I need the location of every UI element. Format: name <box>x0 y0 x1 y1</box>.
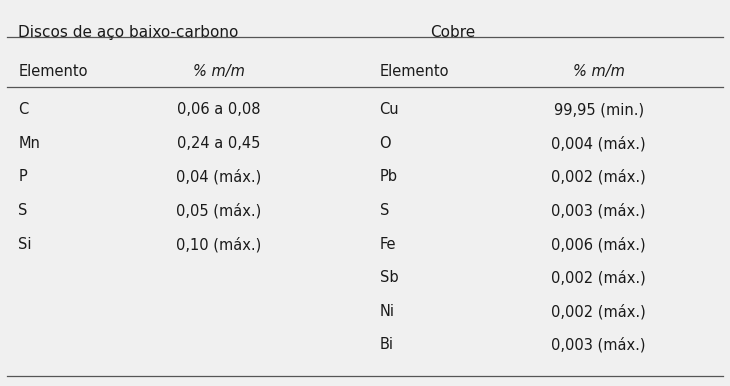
Text: P: P <box>18 169 27 185</box>
Text: Si: Si <box>18 237 31 252</box>
Text: 0,002 (máx.): 0,002 (máx.) <box>551 304 646 319</box>
Text: Cu: Cu <box>380 102 399 117</box>
Text: Sb: Sb <box>380 270 399 285</box>
Text: C: C <box>18 102 28 117</box>
Text: Bi: Bi <box>380 337 393 352</box>
Text: 0,003 (máx.): 0,003 (máx.) <box>551 337 646 353</box>
Text: Elemento: Elemento <box>18 64 88 79</box>
Text: 0,10 (máx.): 0,10 (máx.) <box>177 237 261 252</box>
Text: 0,05 (máx.): 0,05 (máx.) <box>177 203 261 218</box>
Text: 0,003 (máx.): 0,003 (máx.) <box>551 203 646 218</box>
Text: Cobre: Cobre <box>430 25 475 40</box>
Text: % m/m: % m/m <box>572 64 625 79</box>
Text: Discos de aço baixo-carbono: Discos de aço baixo-carbono <box>18 25 239 40</box>
Text: Ni: Ni <box>380 304 395 319</box>
Text: Pb: Pb <box>380 169 398 185</box>
Text: S: S <box>18 203 28 218</box>
Text: Mn: Mn <box>18 136 40 151</box>
Text: 0,002 (máx.): 0,002 (máx.) <box>551 169 646 185</box>
Text: 99,95 (min.): 99,95 (min.) <box>553 102 644 117</box>
Text: Fe: Fe <box>380 237 396 252</box>
Text: 0,04 (máx.): 0,04 (máx.) <box>177 169 261 185</box>
Text: S: S <box>380 203 389 218</box>
Text: % m/m: % m/m <box>193 64 245 79</box>
Text: 0,004 (máx.): 0,004 (máx.) <box>551 136 646 151</box>
Text: 0,24 a 0,45: 0,24 a 0,45 <box>177 136 261 151</box>
Text: Elemento: Elemento <box>380 64 449 79</box>
Text: 0,002 (máx.): 0,002 (máx.) <box>551 270 646 286</box>
Text: 0,006 (máx.): 0,006 (máx.) <box>551 237 646 252</box>
Text: O: O <box>380 136 391 151</box>
Text: 0,06 a 0,08: 0,06 a 0,08 <box>177 102 261 117</box>
